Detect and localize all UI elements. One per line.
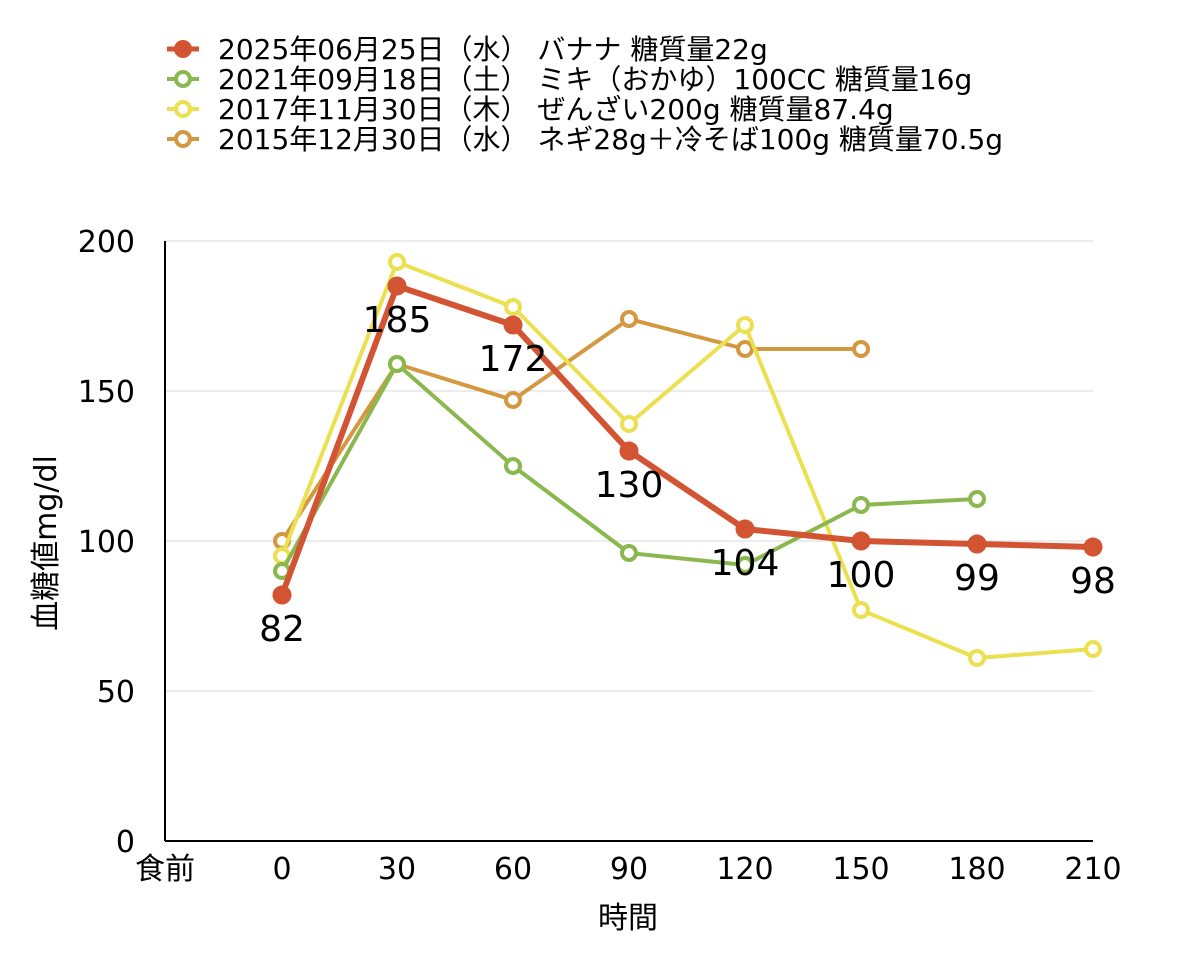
x-tick-label: 180 — [948, 852, 1005, 887]
legend-item: 2015年12月30日（水） ネギ28g＋冷そば100g 糖質量70.5g — [167, 123, 1003, 156]
legend-label: 2021年09月18日（土） ミキ（おかゆ）100CC 糖質量16g — [218, 63, 972, 96]
data-label: 98 — [1070, 561, 1116, 602]
data-point — [388, 355, 406, 373]
data-point — [1084, 640, 1102, 658]
data-point — [388, 253, 406, 271]
legend-label: 2025年06月25日（水） バナナ 糖質量22g — [218, 33, 768, 66]
data-label: 104 — [711, 543, 780, 584]
x-tick-label: 90 — [610, 852, 648, 887]
x-tick-label: 30 — [378, 852, 416, 887]
data-labels: 82 185 172 130 104 100 99 98 — [259, 300, 1116, 650]
data-point — [968, 490, 986, 508]
data-label: 130 — [595, 465, 664, 506]
y-tick-label: 100 — [78, 525, 135, 560]
x-tick-label: 150 — [832, 852, 889, 887]
y-tick-label: 150 — [78, 375, 135, 410]
data-label: 82 — [259, 609, 305, 650]
series-line — [279, 283, 1096, 598]
data-point — [620, 310, 638, 328]
data-point — [504, 391, 522, 409]
data-point — [736, 556, 754, 574]
data-point — [852, 601, 870, 619]
data-point — [851, 531, 871, 551]
data-point — [504, 457, 522, 475]
data-point — [852, 496, 870, 514]
data-label: 99 — [954, 558, 1000, 599]
data-point — [504, 298, 522, 316]
data-label: 185 — [363, 300, 432, 341]
legend-marker — [174, 70, 192, 88]
series-1 — [272, 276, 1103, 605]
legend-label: 2015年12月30日（水） ネギ28g＋冷そば100g 糖質量70.5g — [218, 123, 1003, 156]
x-tick-label: 食前 — [135, 852, 195, 887]
data-point — [736, 340, 754, 358]
data-point — [735, 519, 755, 539]
x-tick-label: 210 — [1064, 852, 1121, 887]
legend-marker — [174, 40, 192, 58]
data-label: 100 — [827, 555, 896, 596]
data-label: 172 — [479, 339, 548, 380]
y-tick-label: 0 — [116, 825, 135, 860]
x-axis-title: 時間 — [598, 901, 658, 936]
data-point — [1083, 537, 1103, 557]
x-tick-label: 0 — [272, 852, 291, 887]
data-point — [619, 441, 639, 461]
data-point — [968, 649, 986, 667]
data-point — [736, 316, 754, 334]
legend-item: 2025年06月25日（水） バナナ 糖質量22g — [167, 33, 768, 66]
series-line — [280, 260, 1095, 660]
data-point — [620, 415, 638, 433]
legend-item: 2021年09月18日（土） ミキ（おかゆ）100CC 糖質量16g — [167, 63, 972, 96]
y-tick-label: 50 — [97, 675, 135, 710]
data-point — [387, 276, 407, 296]
x-tick-label: 60 — [494, 852, 532, 887]
data-point — [620, 544, 638, 562]
y-tick-label: 200 — [78, 225, 135, 260]
data-point — [272, 585, 292, 605]
series-3 — [273, 253, 1102, 667]
data-point — [503, 315, 523, 335]
data-point — [967, 534, 987, 554]
legend-item: 2017年11月30日（木） ぜんざい200g 糖質量87.4g — [167, 93, 894, 126]
y-axis-title: 血糖値mg/dl — [29, 455, 64, 631]
legend-marker — [174, 100, 192, 118]
x-tick-label: 120 — [716, 852, 773, 887]
legend-marker — [174, 130, 192, 148]
legend-label: 2017年11月30日（木） ぜんざい200g 糖質量87.4g — [218, 93, 894, 126]
data-point — [852, 340, 870, 358]
series-layer — [272, 253, 1103, 667]
legend: 2025年06月25日（水） バナナ 糖質量22g2021年09月18日（土） … — [167, 33, 1003, 156]
series-line — [280, 317, 863, 543]
series-2 — [273, 355, 986, 580]
